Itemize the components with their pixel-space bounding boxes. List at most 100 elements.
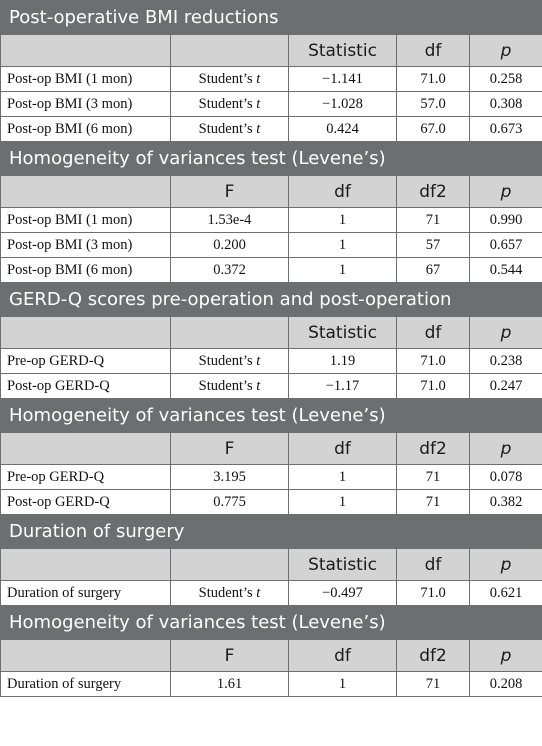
column-header: df (288, 432, 397, 465)
column-header (0, 639, 171, 672)
test-name-cell: Student’s t (170, 580, 289, 606)
value-cell: 0.208 (468, 671, 542, 697)
section-title: Homogeneity of variances test (Levene’s) (0, 141, 542, 176)
row-label: Post-op GERD-Q (0, 373, 171, 399)
column-header: p (468, 432, 542, 465)
value-cell: 0.673 (468, 116, 542, 142)
statistics-table-body: Post-operative BMI reductions Statistic df… (0, 0, 542, 697)
column-header: Statistic (288, 316, 397, 349)
table-row: Post-op BMI (6 mon) 0.372 1 67 0.544 (0, 257, 542, 283)
value-cell: 0.775 (170, 489, 289, 515)
value-cell: 1.61 (170, 671, 289, 697)
column-header: p (468, 639, 542, 672)
test-name-cell: Student’s t (170, 348, 289, 374)
value-cell: −1.028 (288, 91, 397, 117)
test-variable: t (256, 377, 261, 394)
test-name: Student’s (198, 584, 253, 601)
column-header (170, 316, 289, 349)
test-name: Student’s (198, 377, 253, 394)
test-name-cell: Student’s t (170, 373, 289, 399)
value-cell: 0.621 (468, 580, 542, 606)
table-row: Duration of surgery 1.61 1 71 0.208 (0, 671, 542, 697)
table-row: Pre-op GERD-Q Student’s t 1.19 71.0 0.238 (0, 348, 542, 374)
test-name-cell: Student’s t (170, 66, 289, 92)
column-header: df (288, 175, 397, 208)
column-header-row: Statistic df p (0, 316, 542, 349)
column-header: F (170, 639, 289, 672)
row-label: Post-op BMI (3 mon) (0, 232, 171, 258)
column-header (170, 34, 289, 67)
column-header (0, 432, 171, 465)
value-cell: 3.195 (170, 464, 289, 490)
column-header: F (170, 175, 289, 208)
test-variable: t (256, 95, 261, 112)
test-variable: t (256, 70, 261, 87)
row-label: Post-op BMI (3 mon) (0, 91, 171, 117)
value-cell: 1 (288, 464, 397, 490)
value-cell: 71 (396, 207, 470, 233)
value-cell: 1 (288, 207, 397, 233)
row-label: Duration of surgery (0, 580, 171, 606)
value-cell: 0.990 (468, 207, 542, 233)
row-label: Post-op BMI (6 mon) (0, 116, 171, 142)
table-row: Post-op BMI (3 mon) Student’s t −1.028 57.0… (0, 91, 542, 117)
section-title: Homogeneity of variances test (Levene’s) (0, 605, 542, 640)
row-label: Pre-op GERD-Q (0, 464, 171, 490)
value-cell: 71.0 (396, 580, 470, 606)
column-header: df2 (396, 639, 470, 672)
value-cell: 67 (396, 257, 470, 283)
column-header: df2 (396, 432, 470, 465)
statistics-table: Post-operative BMI reductions Statistic df… (0, 0, 542, 697)
test-variable: t (256, 584, 261, 601)
test-name-cell: Student’s t (170, 91, 289, 117)
table-row: Post-op BMI (3 mon) 0.200 1 57 0.657 (0, 232, 542, 258)
value-cell: 0.308 (468, 91, 542, 117)
test-name-cell: Student’s t (170, 116, 289, 142)
row-label: Post-op BMI (1 mon) (0, 207, 171, 233)
value-cell: −0.497 (288, 580, 397, 606)
value-cell: 71 (396, 489, 470, 515)
section-title: Homogeneity of variances test (Levene’s) (0, 398, 542, 433)
value-cell: 71.0 (396, 373, 470, 399)
section-title-row: GERD-Q scores pre-operation and post-ope… (0, 282, 542, 317)
row-label: Post-op BMI (1 mon) (0, 66, 171, 92)
column-header: F (170, 432, 289, 465)
column-header: df (396, 316, 470, 349)
section-title: Post-operative BMI reductions (0, 0, 542, 35)
column-header: Statistic (288, 548, 397, 581)
test-name: Student’s (198, 352, 253, 369)
value-cell: 1 (288, 671, 397, 697)
value-cell: 0.424 (288, 116, 397, 142)
value-cell: 0.238 (468, 348, 542, 374)
column-header: p (468, 548, 542, 581)
column-header: p (468, 175, 542, 208)
section-title: Duration of surgery (0, 514, 542, 549)
table-row: Post-op BMI (6 mon) Student’s t 0.424 67.0 0… (0, 116, 542, 142)
test-variable: t (256, 352, 261, 369)
row-label: Pre-op GERD-Q (0, 348, 171, 374)
row-label: Post-op BMI (6 mon) (0, 257, 171, 283)
column-header-row: Statistic df p (0, 548, 542, 581)
section-title-row: Homogeneity of variances test (Levene’s) (0, 398, 542, 433)
table-row: Post-op BMI (1 mon) 1.53e-4 1 71 0.990 (0, 207, 542, 233)
row-label: Post-op GERD-Q (0, 489, 171, 515)
section-title-row: Homogeneity of variances test (Levene’s) (0, 141, 542, 176)
value-cell: 1 (288, 257, 397, 283)
table-row: Post-op GERD-Q 0.775 1 71 0.382 (0, 489, 542, 515)
value-cell: 1 (288, 489, 397, 515)
value-cell: 71 (396, 671, 470, 697)
column-header: p (468, 34, 542, 67)
column-header: p (468, 316, 542, 349)
value-cell: 57.0 (396, 91, 470, 117)
column-header-row: Statistic df p (0, 34, 542, 67)
value-cell: 71 (396, 464, 470, 490)
value-cell: 0.544 (468, 257, 542, 283)
table-row: Post-op GERD-Q Student’s t −1.17 71.0 0.247 (0, 373, 542, 399)
value-cell: 1.53e-4 (170, 207, 289, 233)
row-label: Duration of surgery (0, 671, 171, 697)
value-cell: 57 (396, 232, 470, 258)
column-header (0, 548, 171, 581)
